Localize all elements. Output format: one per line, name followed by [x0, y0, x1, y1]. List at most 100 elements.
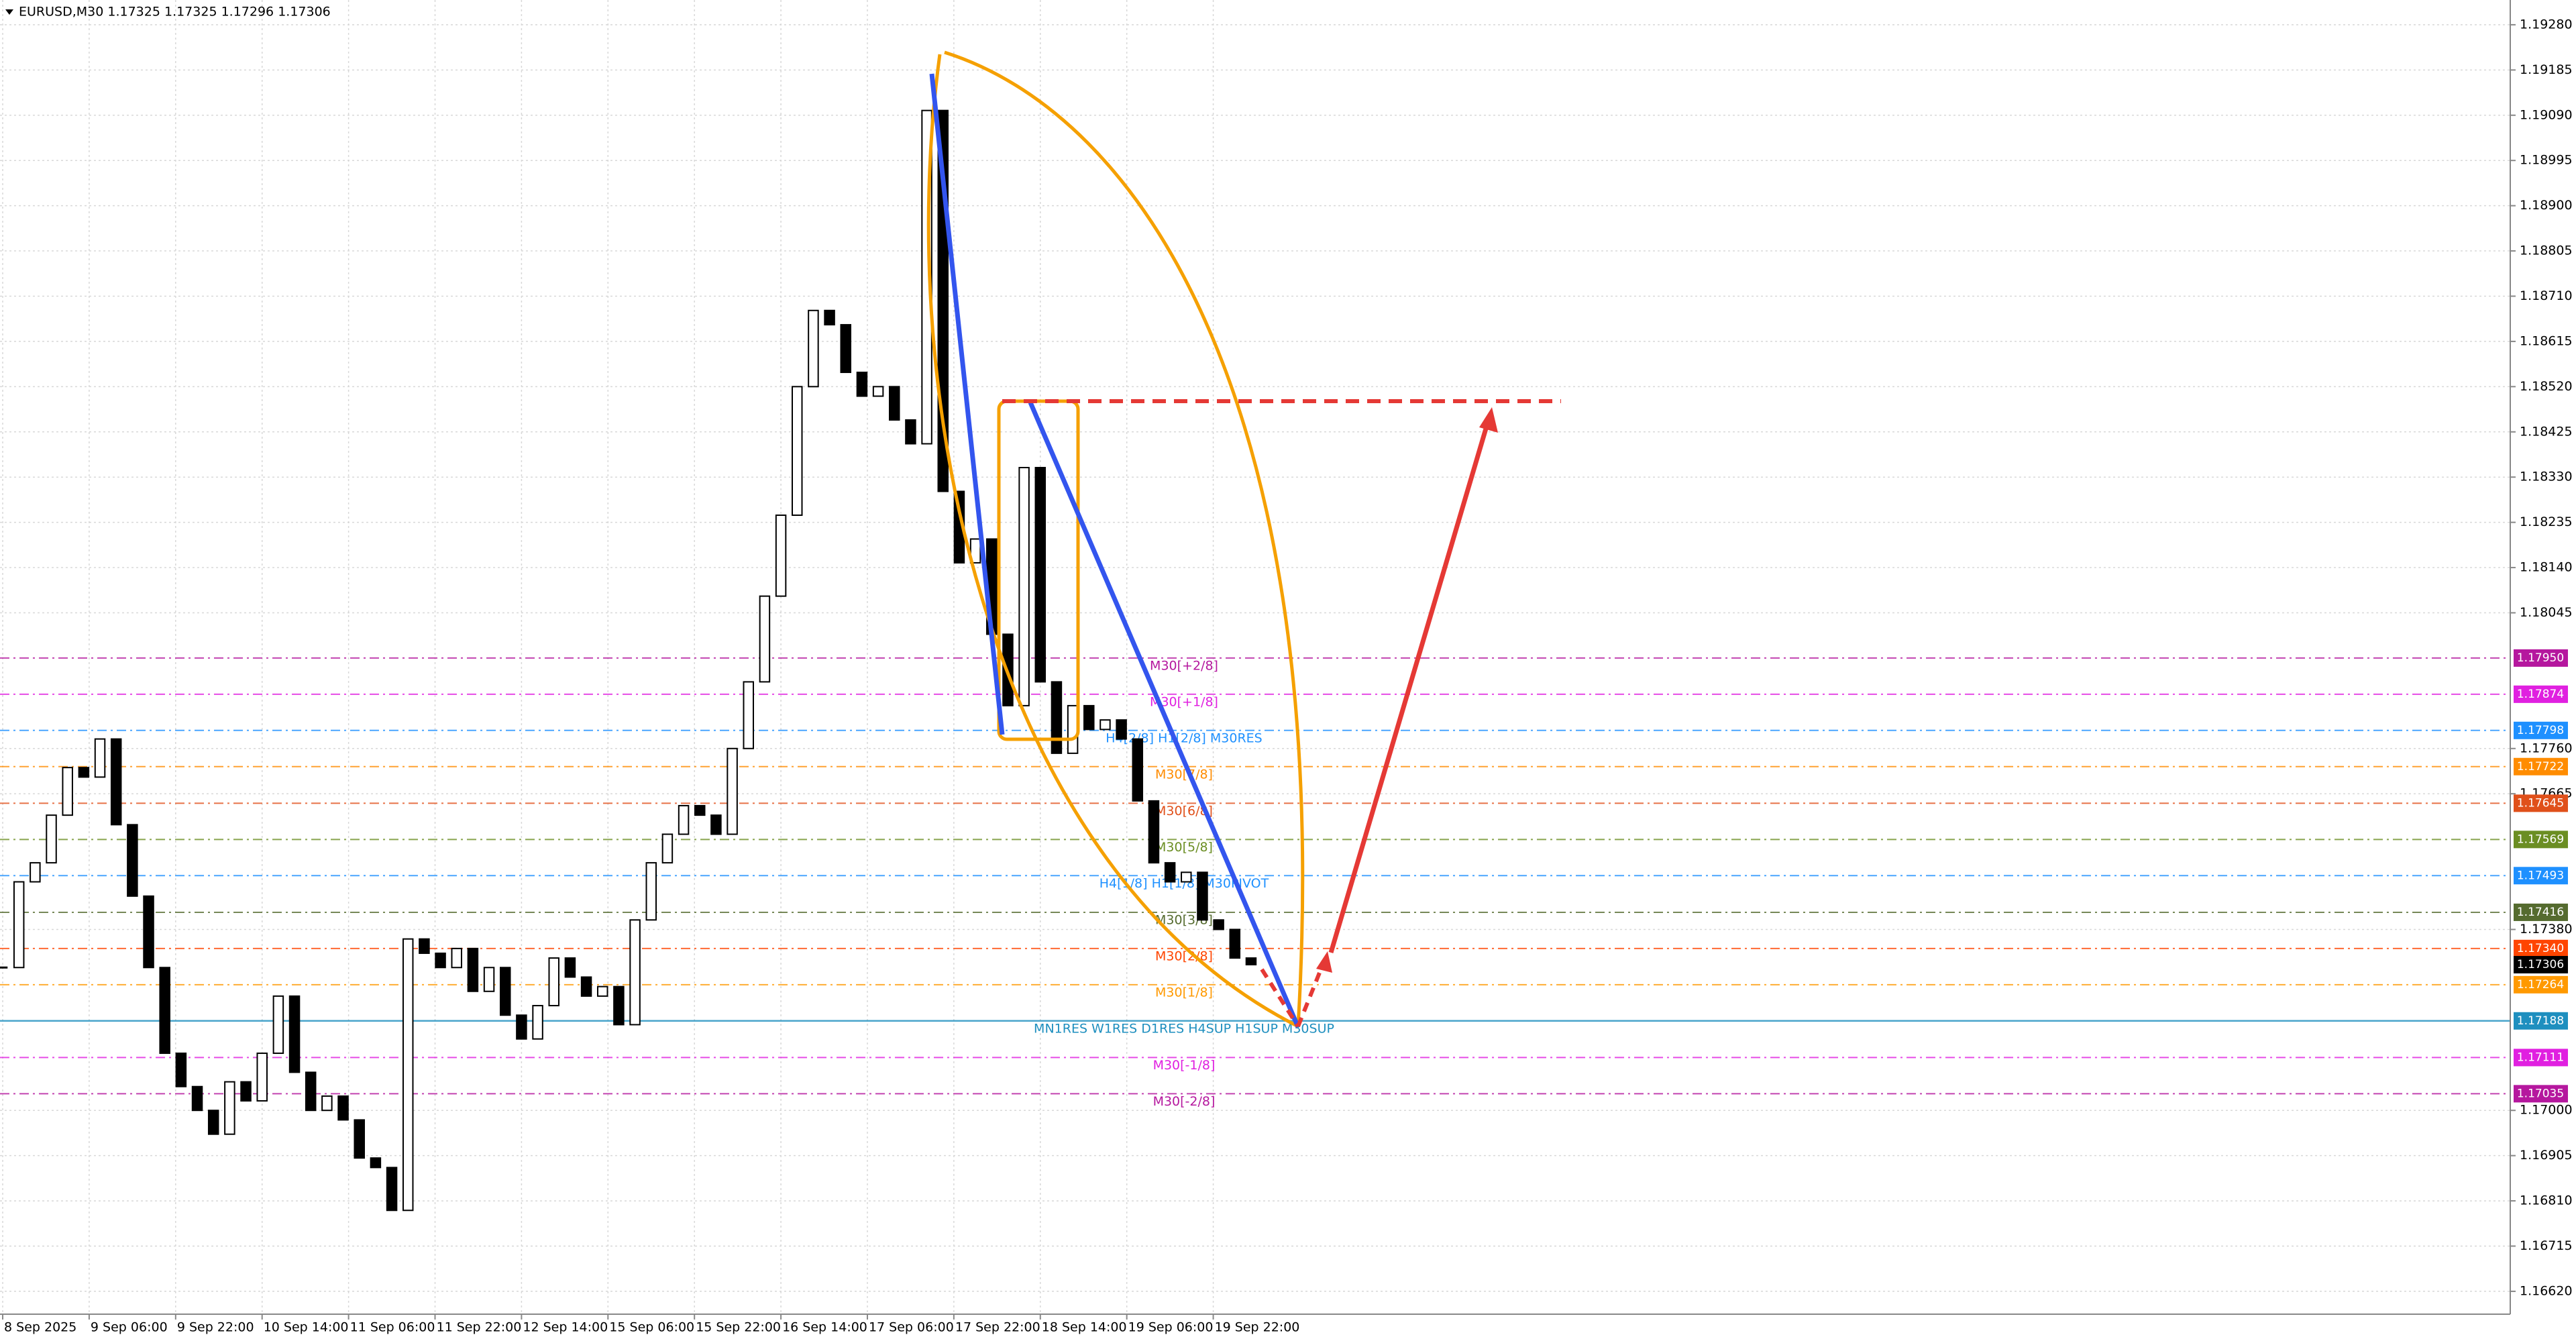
candle [856, 372, 868, 397]
price-tag-label: 1.17111 [2517, 1051, 2564, 1064]
price-tag [2514, 1012, 2568, 1030]
candle [1034, 467, 1046, 683]
candle [1213, 919, 1224, 930]
price-tag [2514, 1085, 2568, 1103]
candle [143, 895, 154, 969]
price-tag [2514, 794, 2568, 812]
candle [240, 1081, 252, 1102]
x-tick-label: 10 Sep 14:00 [264, 1320, 349, 1335]
y-tick-label: 1.17380 [2520, 922, 2573, 936]
price-tag-label: 1.17874 [2517, 688, 2564, 701]
price-tag [2514, 867, 2568, 885]
candle [710, 814, 722, 835]
y-tick-label: 1.18520 [2520, 379, 2573, 394]
y-tick-label: 1.18140 [2520, 560, 2573, 575]
candle [613, 985, 625, 1026]
y-tick-label: 1.18805 [2520, 244, 2573, 258]
price-tag [2514, 831, 2568, 849]
y-tick-label: 1.18235 [2520, 515, 2573, 529]
level-name: M30[1/8] [1155, 985, 1213, 1000]
candle [759, 595, 771, 683]
price-tag-label: 1.17188 [2517, 1014, 2564, 1028]
candle [872, 386, 884, 397]
candle [1116, 719, 1127, 740]
price-tag [2514, 757, 2568, 775]
price-tag-label: 1.17569 [2517, 833, 2564, 846]
candle [288, 995, 301, 1073]
candle [159, 967, 170, 1055]
y-tick-label: 1.19090 [2520, 107, 2573, 122]
level-name: MN1RES W1RES D1RES H4SUP H1SUP M30SUP [1034, 1021, 1334, 1036]
price-tag-label: 1.17645 [2517, 796, 2564, 810]
candle [743, 681, 755, 749]
price-tag [2514, 903, 2568, 921]
price-tag-label: 1.17950 [2517, 651, 2564, 665]
candle [548, 957, 559, 1007]
candle [78, 767, 90, 778]
x-tick-label: 18 Sep 14:00 [1042, 1320, 1127, 1335]
candle [1067, 704, 1079, 754]
y-tick-label: 1.18995 [2520, 153, 2573, 168]
candle [1164, 862, 1176, 883]
price-tag-label: 1.17798 [2517, 724, 2564, 737]
candle [840, 324, 852, 374]
current-price-label: 1.17306 [2517, 958, 2564, 971]
candle [727, 747, 738, 835]
price-tag [2514, 649, 2568, 667]
candle [808, 309, 819, 388]
candle [1245, 957, 1257, 966]
candle [1148, 800, 1160, 864]
x-tick-label: 17 Sep 06:00 [869, 1320, 954, 1335]
level-name: M30[2/8] [1155, 949, 1213, 963]
current-price-tag [2514, 956, 2568, 974]
trend-line [929, 73, 1005, 735]
candle [419, 938, 430, 954]
x-tick-label: 9 Sep 22:00 [177, 1320, 254, 1335]
candle [305, 1071, 317, 1112]
candle [467, 947, 479, 992]
level-name: H4[1/8] H1[1/8] M30PIVOT [1099, 876, 1269, 891]
x-tick-label: 8 Sep 2025 [4, 1320, 76, 1335]
arc-left [926, 54, 1299, 1028]
price-tag-label: 1.17035 [2517, 1087, 2564, 1100]
candle [386, 1167, 398, 1212]
candle [1229, 928, 1241, 959]
candle [62, 767, 73, 816]
x-tick-label: 19 Sep 22:00 [1215, 1320, 1300, 1335]
price-tag-label: 1.17264 [2517, 978, 2564, 992]
candle [661, 833, 674, 864]
y-tick-label: 1.18045 [2520, 605, 2573, 620]
x-tick-label: 17 Sep 22:00 [955, 1320, 1040, 1335]
candle [1132, 738, 1144, 802]
x-tick-label: 11 Sep 06:00 [350, 1320, 435, 1335]
candle [1181, 871, 1192, 883]
x-tick-label: 9 Sep 06:00 [91, 1320, 168, 1335]
y-tick-label: 1.16905 [2520, 1148, 2573, 1163]
candle [532, 1005, 543, 1040]
level-name: H4[2/8] H1[2/8] M30RES [1106, 731, 1262, 745]
candle [321, 1095, 333, 1112]
y-tick-label: 1.17000 [2520, 1103, 2573, 1118]
candle [110, 738, 122, 826]
y-tick-label: 1.18330 [2520, 470, 2573, 484]
y-tick-label: 1.17760 [2520, 741, 2573, 755]
candle [596, 985, 608, 997]
y-tick-label: 1.19280 [2520, 17, 2573, 32]
y-tick-label: 1.16715 [2520, 1238, 2573, 1253]
candle [175, 1053, 187, 1087]
price-tag-label: 1.17340 [2517, 942, 2564, 955]
candle [1197, 871, 1208, 921]
dashed-arrow [1296, 958, 1327, 1028]
candle [354, 1119, 365, 1159]
y-tick-label: 1.16810 [2520, 1193, 2573, 1208]
price-tag [2514, 685, 2568, 703]
candle [499, 967, 511, 1016]
x-tick-label: 16 Sep 14:00 [782, 1320, 867, 1335]
projection-arrow [1328, 417, 1492, 953]
trend-line [1028, 401, 1301, 1028]
candle [694, 804, 706, 816]
level-name: M30[5/8] [1155, 840, 1213, 855]
level-name: M30[6/8] [1155, 804, 1213, 818]
